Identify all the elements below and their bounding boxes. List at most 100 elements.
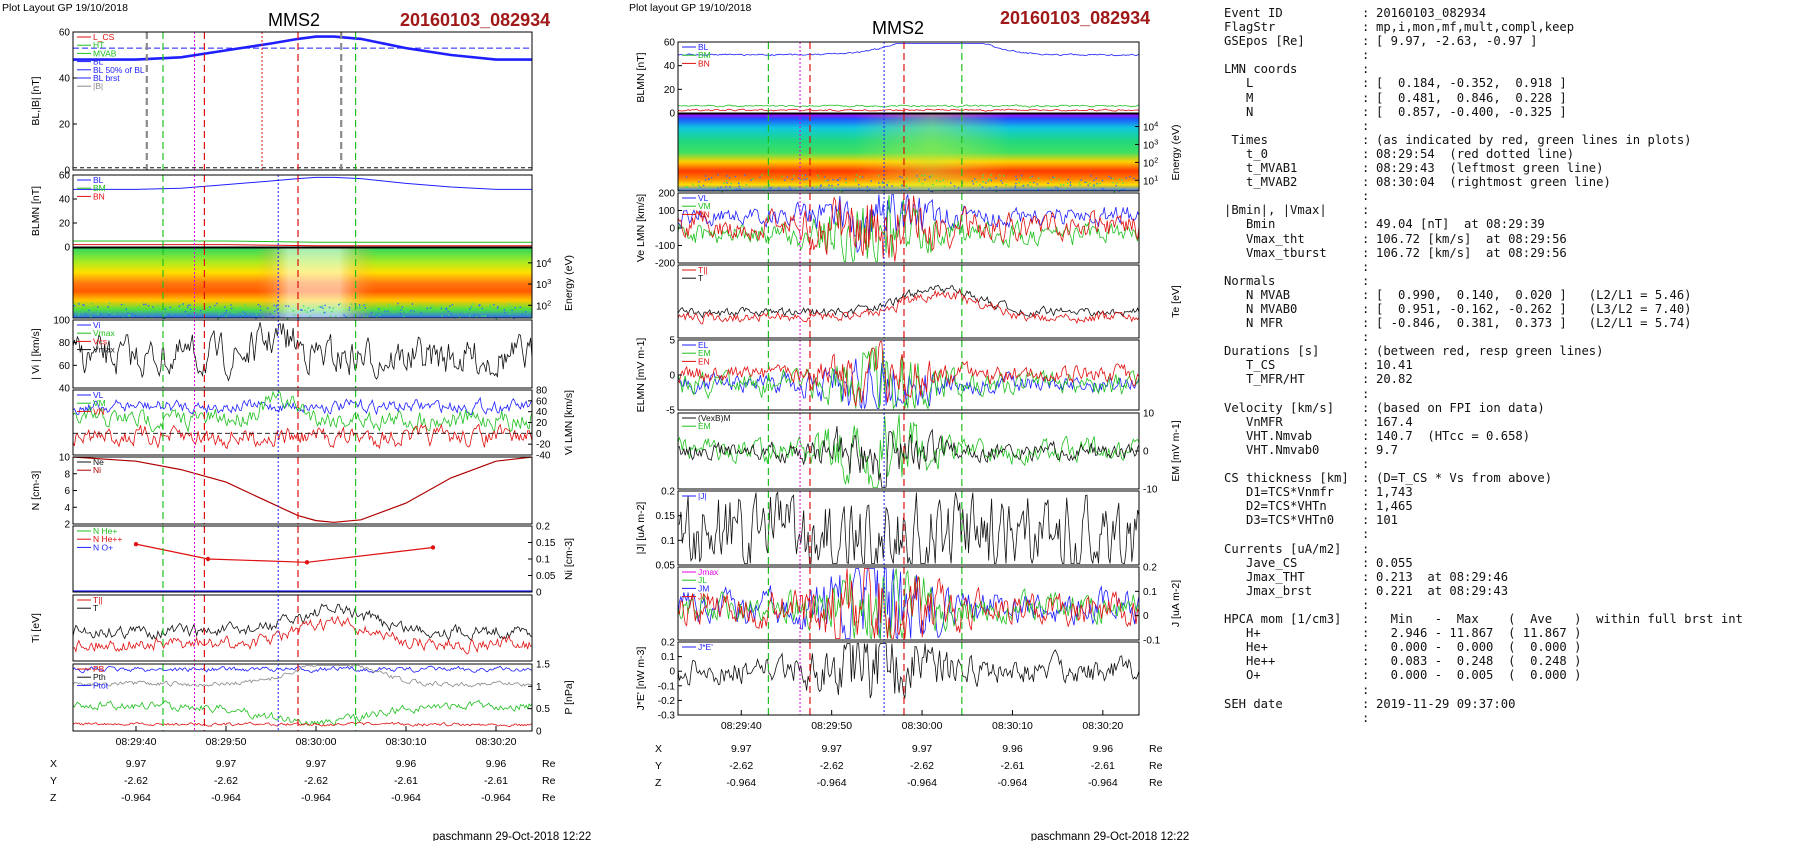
y-tick-label: 102 [536, 298, 551, 312]
spectrogram-pixel [1005, 184, 1008, 186]
spectrogram-pixel [825, 180, 827, 182]
y-axis-label: P [nPa] [563, 680, 575, 714]
spectrogram-pixel [397, 302, 399, 305]
y-tick-label: 8 [64, 469, 70, 480]
spectrogram-pixel [338, 303, 340, 306]
spectrogram-pixel [858, 183, 860, 186]
spectrogram-pixel [692, 183, 694, 185]
ephem-value: 9.97 [912, 743, 933, 755]
tick-exp: 2 [547, 298, 551, 307]
legend-entry: Vmax [93, 328, 115, 338]
spectrogram-pixel [188, 308, 190, 311]
y-tick-label: 40 [59, 195, 71, 206]
summary-colon: : [1362, 175, 1370, 190]
spectrogram-pixel [974, 178, 976, 180]
spectrogram-pixel [1079, 184, 1081, 186]
spectrogram-pixel [343, 314, 345, 316]
legend-entry: VL [698, 193, 709, 203]
spectrogram-pixel [723, 182, 725, 184]
y-tick-label: 0.15 [536, 538, 556, 549]
summary-row: N: [ 0.857, -0.400, -0.325 ] [1224, 105, 1799, 119]
legend-entry: BN [93, 191, 105, 201]
y-axis-label: BLMN [nT] [30, 186, 42, 236]
summary-colon: : [1362, 20, 1370, 35]
spectrogram-pixel [249, 310, 251, 312]
summary-value: [ 0.184, -0.352, 0.918 ] [1376, 76, 1567, 91]
spectrogram-pixel [806, 177, 808, 180]
series-line-n-he- [135, 543, 434, 563]
spectrogram-pixel [120, 303, 123, 306]
spectrogram-pixel [1113, 190, 1116, 193]
trace-line [677, 108, 1140, 112]
spectrogram-pixel [788, 186, 791, 188]
spectrogram-pixel [475, 316, 478, 318]
series-line-bl [73, 176, 532, 190]
spectrogram-pixel [901, 176, 903, 179]
summary-colon: : [1362, 316, 1370, 331]
summary-value: [ 0.481, 0.846, 0.228 ] [1376, 90, 1567, 105]
spectrogram-pixel [845, 182, 847, 184]
spectrogram-pixel [189, 304, 191, 306]
summary-value: 106.72 [km/s] at 08:29:56 [1376, 245, 1567, 260]
y-axis-label: Vi LMN [km/s] [563, 390, 575, 455]
data-point [430, 545, 436, 550]
spectrogram-pixel [489, 304, 492, 307]
spectrogram-pixel [881, 182, 883, 184]
trace-line [72, 699, 533, 726]
spectrogram-pixel [332, 307, 334, 309]
spectrogram-pixel [1015, 182, 1017, 185]
spectrogram-pixel [163, 314, 166, 316]
spectrogram-pixel [217, 317, 219, 320]
spectrogram-pixel [410, 310, 412, 312]
ephem-value: -2.61 [1000, 760, 1024, 772]
y-tick-label: 0 [64, 243, 70, 254]
summary-colon: : [1362, 330, 1370, 345]
spectrogram-pixel [712, 189, 714, 191]
y-tick-label: 2 [64, 520, 70, 531]
spectrogram-pixel [1069, 184, 1072, 187]
summary-row: VHT.Nmvab:140.7 (HTcc = 0.658) [1224, 429, 1799, 443]
spectrogram-pixel [879, 186, 881, 188]
y-tick-label: 0.1 [1143, 587, 1157, 598]
spectrogram-pixel [214, 304, 216, 307]
spectrogram-pixel [832, 179, 834, 181]
summary-colon: : [1362, 161, 1370, 176]
ephem-value: -0.964 [481, 792, 511, 804]
spectrogram-pixel [405, 311, 408, 313]
spectrogram-pixel [309, 310, 312, 312]
summary-value: 1,465 [1376, 499, 1413, 514]
y-tick-label: 0.2 [536, 522, 550, 533]
y-axis-label: J*E' [nW m-3] [635, 647, 647, 711]
summary-value: [ 0.857, -0.400, -0.325 ] [1376, 104, 1567, 119]
legend-entry: HT [93, 40, 104, 50]
spectrogram-pixel [1087, 184, 1089, 186]
ephem-value: 9.96 [486, 758, 507, 770]
spectrogram-pixel [710, 177, 713, 179]
spectrogram-pixel [1033, 181, 1035, 184]
spectrogram-pixel [242, 313, 245, 315]
legend-entry: (VexB)M [698, 413, 731, 423]
summary-key: Normals [1224, 273, 1276, 288]
trace-line [677, 195, 1140, 263]
summary-value: (as indicated by red, green lines in plo… [1376, 132, 1692, 147]
spectrogram-pixel [823, 176, 826, 178]
trace-line [677, 104, 1140, 108]
summary-colon: : [1362, 146, 1370, 161]
spectrogram-pixel [441, 315, 443, 317]
spectrogram-pixel [259, 305, 262, 308]
trace-line [677, 643, 1140, 699]
spectrogram-pixel [918, 180, 920, 182]
spectrogram-pixel [886, 183, 888, 186]
spectrogram-pixel [481, 315, 483, 317]
summary-colon: : [1362, 386, 1370, 401]
summary-colon: : [1362, 682, 1370, 697]
spectrogram-pixel [401, 306, 404, 308]
summary-row: M: [ 0.481, 0.846, 0.228 ] [1224, 91, 1799, 105]
spectrogram-pixel [768, 187, 771, 189]
summary-row: He+: 0.000 - 0.000 ( 0.000 ) [1224, 640, 1799, 654]
spectrogram-pixel [819, 185, 822, 187]
spectrogram-pixel [78, 311, 81, 314]
